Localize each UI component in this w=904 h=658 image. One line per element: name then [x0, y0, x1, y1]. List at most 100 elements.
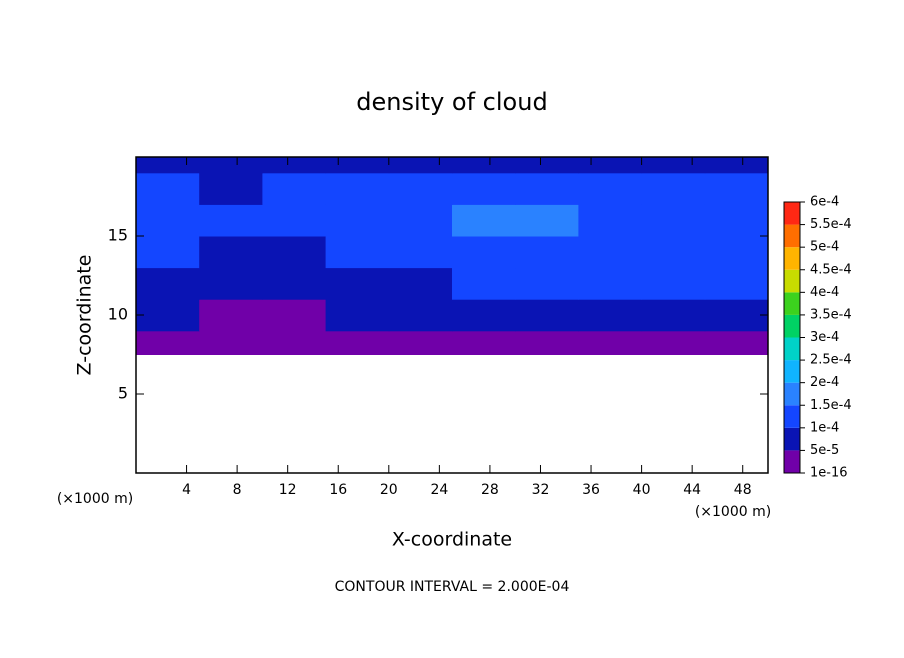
field-cell [704, 267, 769, 300]
field-cell [199, 330, 263, 355]
colorbar-label: 5e-4 [810, 240, 839, 255]
field-cell [641, 204, 706, 237]
x-unit: (×1000 m) [695, 504, 771, 520]
field-cell [515, 330, 579, 355]
field-cell [452, 157, 516, 174]
x-tick-label: 44 [683, 482, 701, 498]
field-cell [515, 204, 579, 237]
field-cell [136, 236, 200, 269]
field-cell [578, 236, 643, 269]
field-cell [578, 330, 643, 355]
field-cell [199, 204, 263, 237]
field-cell [262, 157, 327, 174]
field-cell [578, 267, 643, 300]
colorbar-swatch [784, 405, 800, 428]
field-cell [136, 299, 200, 332]
footer: CONTOUR INTERVAL = 2.000E-04 [335, 579, 570, 595]
field-cell [325, 157, 390, 174]
colorbar-swatch [784, 224, 800, 248]
field-cell [325, 204, 390, 237]
field-cell [452, 330, 516, 355]
colorbar-swatch [784, 292, 800, 315]
field-cell [641, 172, 706, 205]
field-cell [578, 299, 643, 332]
field-cell [641, 267, 706, 300]
x-axis-label: X-coordinate [392, 529, 512, 551]
y-axis-label: Z-coordinate [74, 255, 96, 376]
field-cell [704, 330, 769, 355]
field-cell [262, 204, 327, 237]
x-tick-label: 48 [734, 482, 752, 498]
field-cell [704, 204, 769, 237]
field-cell [641, 236, 706, 269]
colorbar-swatch [784, 337, 800, 361]
colorbar-label: 4.5e-4 [810, 262, 852, 277]
field-cell [262, 172, 327, 205]
colorbar-label: 6e-4 [810, 195, 839, 210]
field-cell [262, 330, 327, 355]
y-tick-label: 15 [108, 226, 128, 245]
field-cell [199, 267, 263, 300]
field-cell [199, 157, 263, 174]
field-cell [136, 204, 200, 237]
colorbar-label: 2e-4 [810, 375, 839, 390]
field-cell [452, 267, 516, 300]
field-cell [641, 299, 706, 332]
field-cell [136, 330, 200, 355]
field-cell [704, 236, 769, 269]
y-tick-label: 5 [118, 384, 128, 403]
field-cell [325, 299, 390, 332]
colorbar-label: 2.5e-4 [810, 353, 852, 368]
x-tick-label: 20 [380, 482, 398, 498]
field-cell [388, 299, 453, 332]
field-cell [136, 172, 200, 205]
chart-title: density of cloud [356, 88, 547, 116]
x-tick-label: 32 [532, 482, 550, 498]
field-cell [452, 299, 516, 332]
y-tick-label: 10 [108, 305, 128, 324]
colorbar-label: 3e-4 [810, 330, 839, 345]
field-cell [515, 236, 579, 269]
field-cell [452, 172, 516, 205]
field-cell [515, 157, 579, 174]
colorbar-swatch [784, 450, 800, 473]
field-cell [262, 267, 327, 300]
field-cell [199, 236, 263, 269]
field-cell [199, 299, 263, 332]
colorbar-label: 5e-5 [810, 443, 839, 458]
field-cell [641, 330, 706, 355]
colorbar-swatch [784, 427, 800, 451]
x-tick-label: 28 [481, 482, 499, 498]
x-tick-label: 8 [233, 482, 242, 498]
field-cell [515, 172, 579, 205]
colorbar-swatch [784, 269, 800, 293]
field-cell [704, 157, 769, 174]
x-tick-label: 36 [582, 482, 600, 498]
colorbar-swatch [784, 202, 800, 225]
field-cell [388, 236, 453, 269]
x-tick-label: 16 [329, 482, 347, 498]
field-cell [578, 172, 643, 205]
field-cell [388, 267, 453, 300]
x-tick-label: 40 [633, 482, 651, 498]
field-cell [515, 299, 579, 332]
field-cell [388, 330, 453, 355]
colorbar-swatch [784, 382, 800, 406]
colorbar-swatch [784, 247, 800, 270]
field-cell [325, 267, 390, 300]
field-cell [136, 157, 200, 174]
field-cell [199, 172, 263, 205]
colorbar-label: 3.5e-4 [810, 307, 852, 322]
field-cell [578, 204, 643, 237]
colorbar-label: 4e-4 [810, 285, 839, 300]
field-cell [388, 172, 453, 205]
field-cell [452, 236, 516, 269]
field-cell [136, 267, 200, 300]
colorbar-label: 1e-16 [810, 466, 848, 481]
colorbar-label: 1.5e-4 [810, 398, 852, 413]
colorbar-label: 1e-4 [810, 420, 839, 435]
colorbar-swatch [784, 314, 800, 338]
colorbar-label: 5.5e-4 [810, 217, 852, 232]
